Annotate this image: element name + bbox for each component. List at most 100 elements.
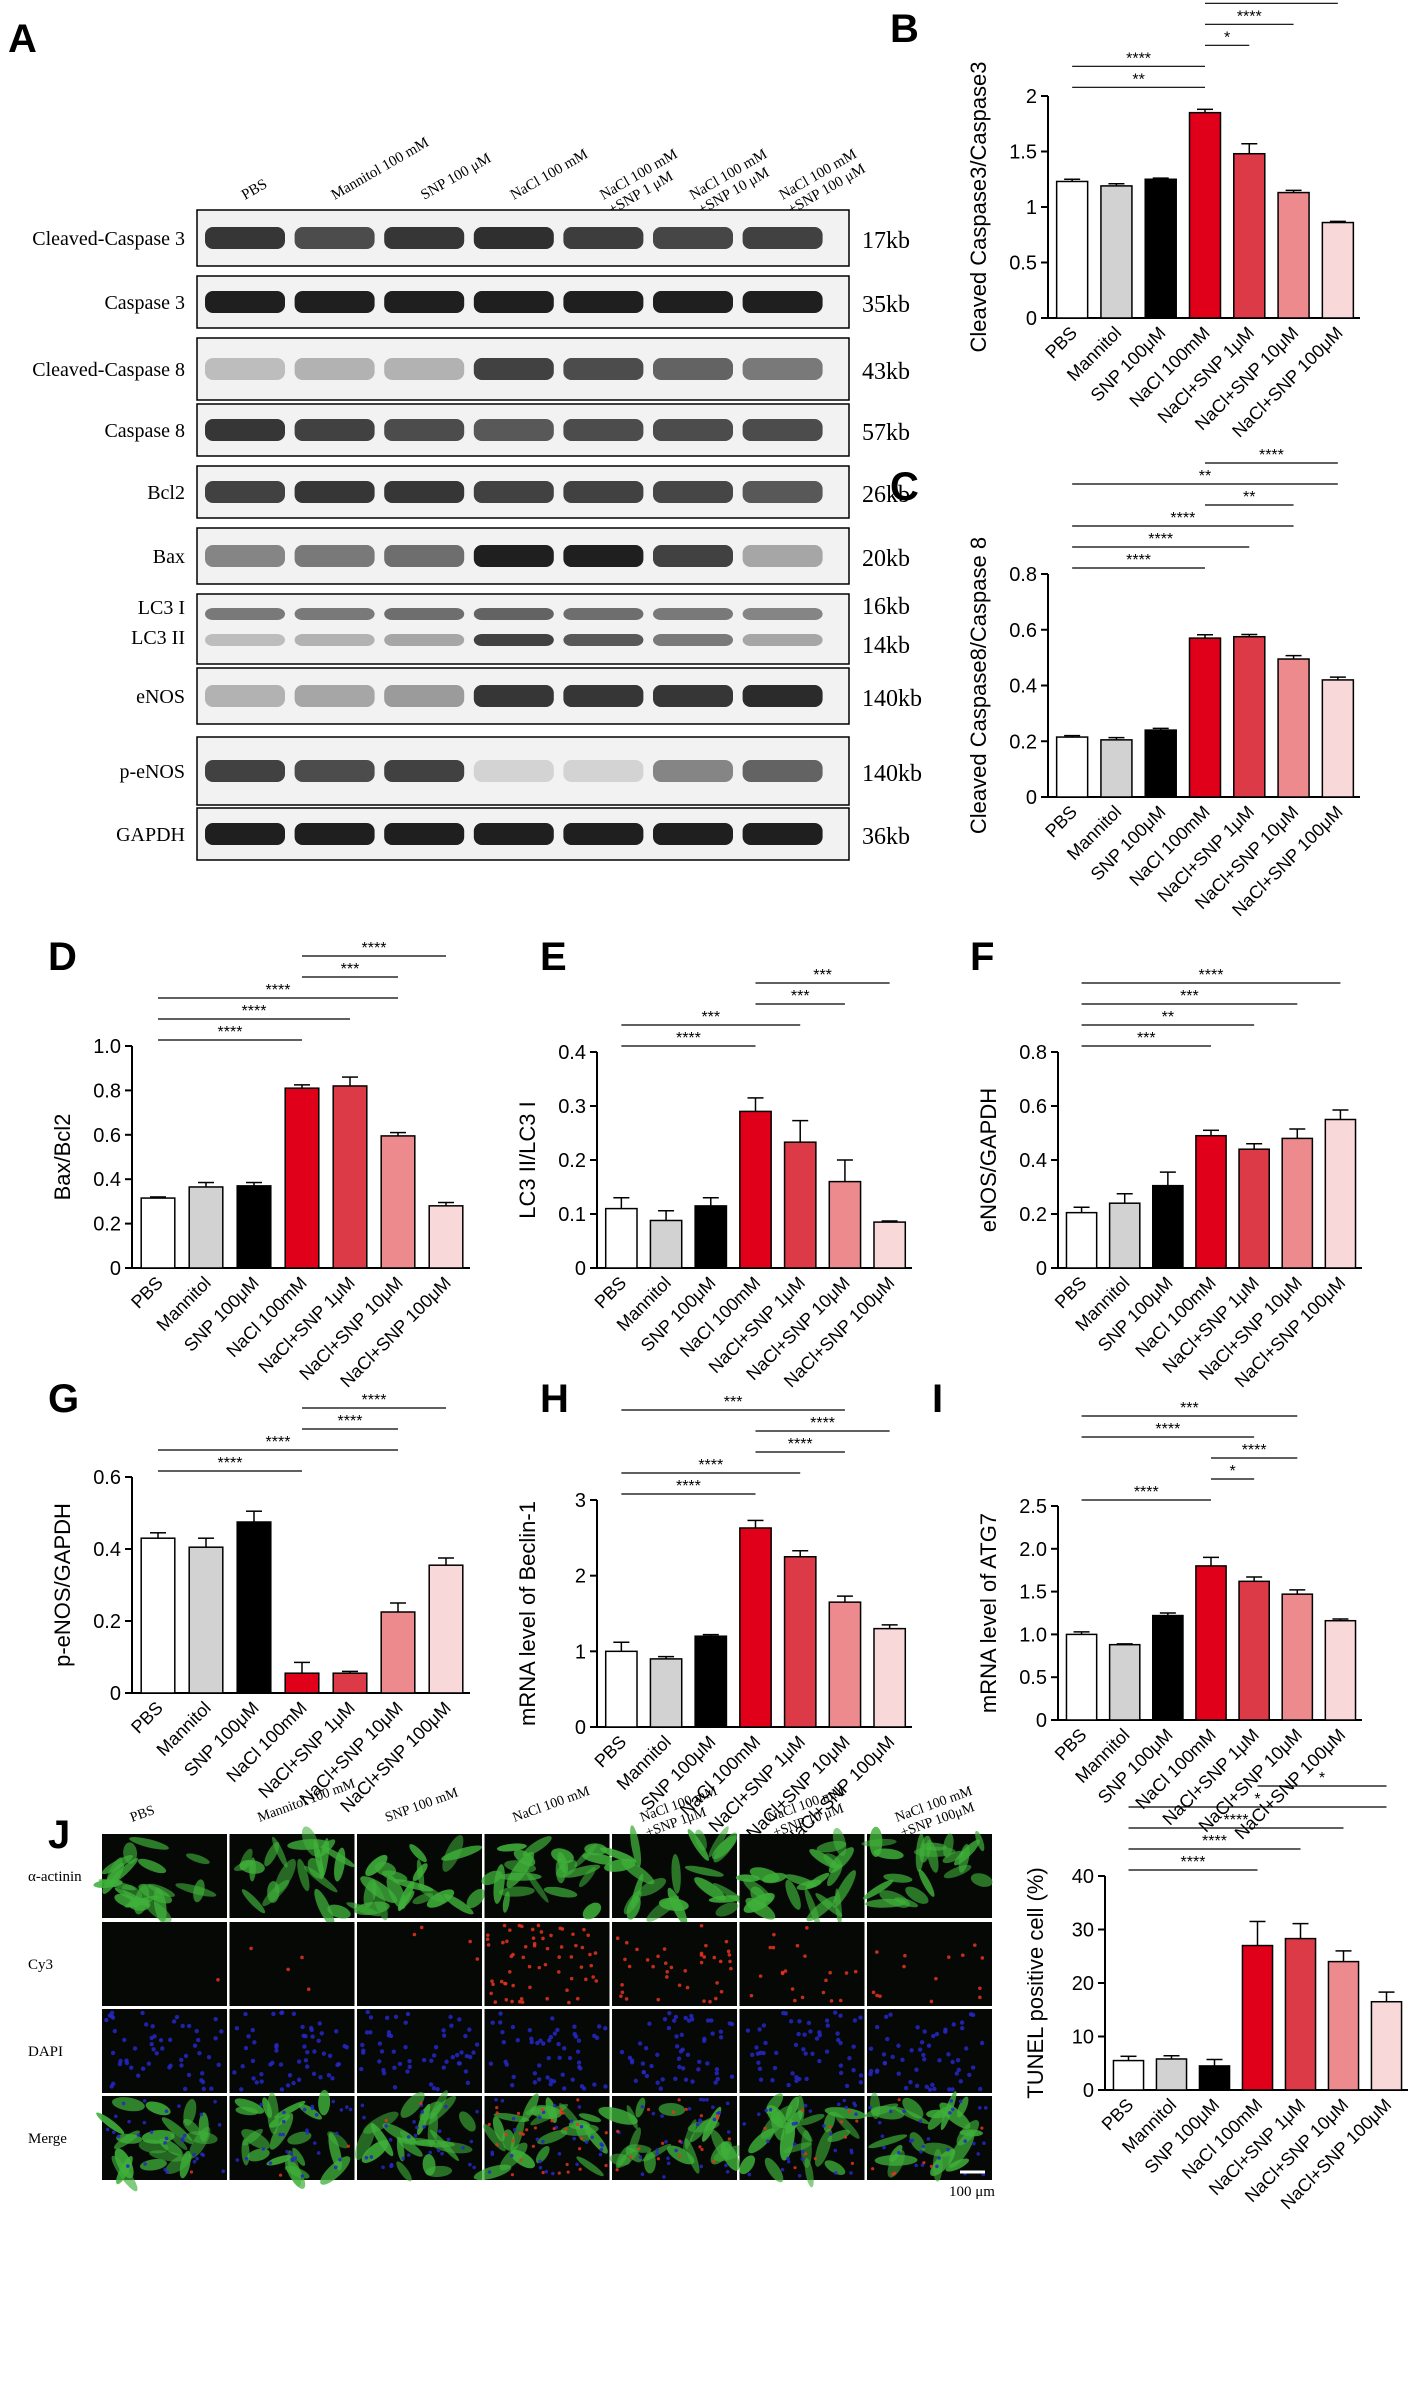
bar xyxy=(1324,1118,1357,1269)
significance-label: **** xyxy=(676,1478,701,1495)
y-tick-label: 0 xyxy=(1026,308,1037,330)
y-tick-label: 0 xyxy=(1026,787,1037,809)
blot-membrane xyxy=(196,593,850,665)
micro-row-label: Cy3 xyxy=(28,1957,53,1973)
y-tick-label: 0.8 xyxy=(1019,1042,1047,1064)
significance-label: **** xyxy=(1199,967,1224,984)
panel-label: E xyxy=(540,935,567,979)
panel-label: I xyxy=(932,1377,943,1421)
y-tick-label: 0.5 xyxy=(1009,253,1037,275)
category-label: PBS xyxy=(1041,802,1081,842)
micro-image xyxy=(599,1825,749,1926)
bar xyxy=(332,1672,368,1694)
significance-label: **** xyxy=(1170,510,1195,527)
bar xyxy=(828,1601,862,1728)
bar xyxy=(1321,221,1355,319)
blot-row-label: Caspase 8 xyxy=(104,420,185,442)
blot-band xyxy=(742,481,823,503)
y-tick-label: 20 xyxy=(1072,1973,1094,1995)
blot-band xyxy=(205,608,285,620)
y-tick-label: 3 xyxy=(575,1490,586,1512)
significance-label: **** xyxy=(788,1436,813,1453)
blot-band xyxy=(294,634,375,646)
blot-band xyxy=(384,634,465,646)
bar xyxy=(1144,729,1177,798)
blot-band xyxy=(205,634,285,646)
blot-band xyxy=(742,685,823,707)
significance-label: * xyxy=(1229,1463,1235,1480)
blot-band xyxy=(653,358,733,380)
micro-image xyxy=(481,1834,618,1920)
blot-size-label: 16kb xyxy=(862,594,910,620)
y-axis-label: Cleaved Caspase8/Caspase 8 xyxy=(966,537,991,834)
micro-image xyxy=(865,2091,992,2182)
blot-band xyxy=(563,823,644,845)
bar xyxy=(140,1537,176,1694)
blot-band xyxy=(294,227,375,249)
bar xyxy=(649,1658,683,1728)
bar xyxy=(1100,185,1133,319)
significance-label: *** xyxy=(701,1009,720,1026)
bar xyxy=(694,1635,728,1728)
significance-label: **** xyxy=(242,1003,267,1020)
bar xyxy=(236,1185,272,1269)
micro-image xyxy=(229,1922,355,2006)
micro-image xyxy=(229,2089,355,2189)
blot-band xyxy=(384,227,465,249)
micro-column-label: NaCl 100 mM+SNP 100μM xyxy=(893,1784,980,1841)
blot-lane-label: Mannitol 100 mM xyxy=(329,135,432,204)
y-tick-label: 0.2 xyxy=(1009,731,1037,753)
y-axis-label: Cleaved Caspase3/Caspase3 xyxy=(966,61,991,352)
blot-row: Cleaved-Caspase 8 43kb xyxy=(32,337,910,401)
y-tick-label: 0.4 xyxy=(1009,676,1037,698)
blot-band xyxy=(473,760,554,782)
blot-band xyxy=(294,481,375,503)
bar xyxy=(783,1556,817,1728)
bar xyxy=(1233,635,1266,798)
micro-image xyxy=(867,1922,992,2006)
significance-label: **** xyxy=(698,1457,723,1474)
blot-band xyxy=(742,291,823,313)
chart-c: C 0 0.2 0.4 0.6 0.8 Cleaved Caspase8/Caspase 8… xyxy=(890,447,1360,920)
significance-label: **** xyxy=(1134,1484,1159,1501)
blot-size-label: 20kb xyxy=(862,546,910,572)
y-tick-label: 30 xyxy=(1072,1920,1094,1942)
significance-label: ** xyxy=(1199,468,1211,485)
y-tick-label: 0.2 xyxy=(1019,1204,1047,1226)
category-label: PBS xyxy=(127,1698,167,1738)
micro-column-label: NaCl 100 mM xyxy=(511,1784,593,1826)
bar xyxy=(1055,180,1089,319)
y-tick-label: 0.4 xyxy=(93,1169,121,1191)
y-tick-label: 0.2 xyxy=(93,1214,121,1236)
micro-image xyxy=(346,1834,486,1921)
bar xyxy=(1155,2058,1188,2091)
y-tick-label: 0 xyxy=(1083,2080,1094,2102)
bar xyxy=(1195,1134,1227,1269)
y-tick-label: 0.5 xyxy=(1019,1667,1047,1689)
y-tick-label: 2 xyxy=(575,1566,586,1588)
significance-label: **** xyxy=(1202,1833,1227,1850)
y-tick-label: 0.4 xyxy=(1019,1150,1047,1172)
micro-image xyxy=(612,2009,737,2093)
micro-image xyxy=(93,1834,227,1923)
blot-band xyxy=(294,823,375,845)
micro-image xyxy=(102,2009,227,2093)
bar xyxy=(1327,1960,1360,2091)
significance-label: * xyxy=(1254,1791,1260,1808)
blot-band xyxy=(653,419,733,441)
y-axis-label: LC3 II/LC3 I xyxy=(515,1101,540,1218)
significance-label: *** xyxy=(791,988,810,1005)
y-tick-label: 1.0 xyxy=(93,1036,121,1058)
significance-label: ** xyxy=(1132,71,1144,88)
category-label: PBS xyxy=(127,1273,167,1313)
bar xyxy=(1241,1944,1274,2091)
blot-row-label: p-eNOS xyxy=(119,761,185,783)
blot-row-label: Bax xyxy=(153,546,185,568)
bar xyxy=(284,1087,320,1269)
micro-row-label: Merge xyxy=(28,2131,67,2147)
significance-label: **** xyxy=(1259,447,1284,464)
